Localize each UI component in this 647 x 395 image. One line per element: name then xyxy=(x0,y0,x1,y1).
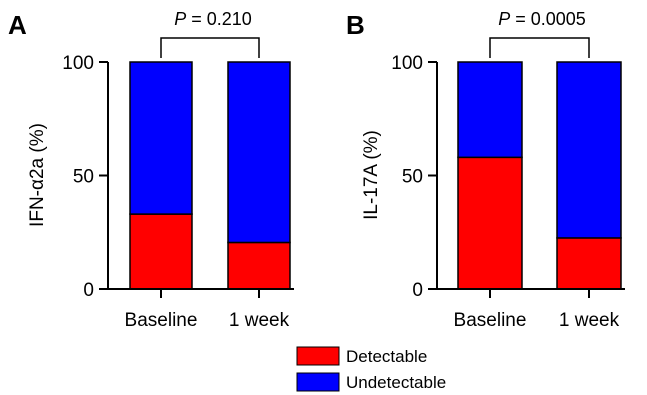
panel-a-p-text: = 0.210 xyxy=(186,9,252,29)
panel-b-p-value: P = 0.0005 xyxy=(498,9,586,29)
panel-b-x-tick-label-1-week: 1 week xyxy=(559,310,620,331)
panel-a-p-symbol: P xyxy=(174,9,186,29)
panel-b-bracket xyxy=(489,37,590,58)
panel-a-bar-1-week-detectable xyxy=(227,241,291,290)
panel-b-bar-1-week-undetectable xyxy=(556,61,622,239)
panel-a-bars xyxy=(129,61,291,290)
panel-b-bar-1-week-detectable xyxy=(556,237,622,290)
panel-b-y-axis-title: IL-17A (%) xyxy=(361,130,382,220)
panel-b-letter: B xyxy=(346,10,365,40)
panel-b-y-tick-label-0: 0 xyxy=(412,280,423,301)
panel-b-bars xyxy=(457,61,622,290)
panel-b-p-text: = 0.0005 xyxy=(510,9,586,29)
panel-a-y-tick-label-0: 0 xyxy=(83,280,94,301)
panel-a-bar-1-week-undetectable xyxy=(227,61,291,244)
panel-a-y-axis-title: IFN-α2a (%) xyxy=(27,123,48,227)
legend-swatch-detectable xyxy=(296,346,340,366)
panel-b-p-symbol: P xyxy=(498,9,510,29)
panel-b-x-tick-label-baseline: Baseline xyxy=(454,310,527,331)
panel-b-axes: 0 50 100 Baseline 1 week xyxy=(391,53,625,331)
panel-a-y-tick-label-100: 100 xyxy=(62,53,94,74)
panel-b-bar-baseline-detectable xyxy=(457,156,523,290)
panel-b-y-tick-label-50: 50 xyxy=(402,167,423,188)
panel-a-letter: A xyxy=(8,10,27,40)
panel-a: A IFN-α2a (%) 0 50 100 Baseline 1 week P = 0… xyxy=(8,9,294,331)
legend-label-detectable: Detectable xyxy=(346,347,427,366)
panel-a-p-value: P = 0.210 xyxy=(174,9,252,29)
panel-a-bar-baseline-detectable xyxy=(129,213,193,290)
panel-a-bar-baseline-undetectable xyxy=(129,61,193,215)
panel-a-significance: P = 0.210 xyxy=(160,9,260,58)
panel-a-bracket xyxy=(160,37,260,58)
legend-label-undetectable: Undetectable xyxy=(346,373,446,392)
panel-a-axes: 0 50 100 Baseline 1 week xyxy=(62,53,294,331)
panel-a-y-tick-label-50: 50 xyxy=(73,167,94,188)
panel-a-x-tick-label-1-week: 1 week xyxy=(229,310,290,331)
legend: Detectable Undetectable xyxy=(296,346,446,392)
legend-swatch-undetectable xyxy=(296,372,340,392)
panel-b-bar-baseline-undetectable xyxy=(457,61,523,159)
panel-a-x-tick-label-baseline: Baseline xyxy=(125,310,198,331)
panel-b-significance: P = 0.0005 xyxy=(489,9,590,58)
panel-b-y-tick-label-100: 100 xyxy=(391,53,423,74)
panel-b: B IL-17A (%) 0 50 100 Baseline 1 week P = 0.… xyxy=(346,9,625,331)
